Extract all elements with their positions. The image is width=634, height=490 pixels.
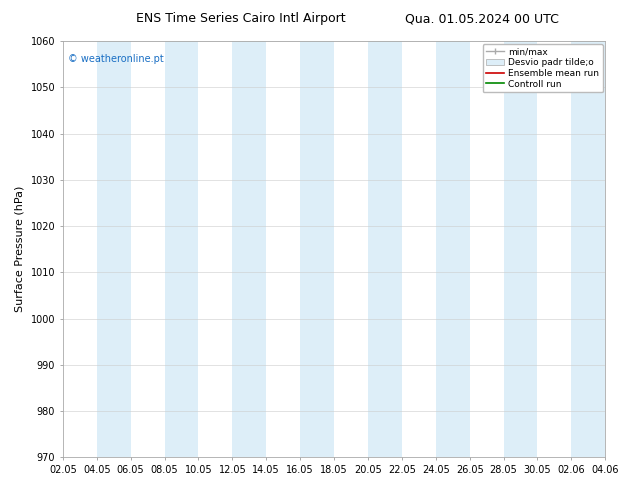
Bar — [232, 41, 266, 457]
Bar — [300, 41, 334, 457]
Text: © weatheronline.pt: © weatheronline.pt — [68, 53, 164, 64]
Text: ENS Time Series Cairo Intl Airport: ENS Time Series Cairo Intl Airport — [136, 12, 346, 25]
Bar — [368, 41, 402, 457]
Legend: min/max, Desvio padr tilde;o, Ensemble mean run, Controll run: min/max, Desvio padr tilde;o, Ensemble m… — [482, 44, 602, 93]
Text: Qua. 01.05.2024 00 UTC: Qua. 01.05.2024 00 UTC — [405, 12, 559, 25]
Bar — [165, 41, 198, 457]
Bar — [436, 41, 470, 457]
Bar — [503, 41, 538, 457]
Bar — [571, 41, 605, 457]
Bar — [97, 41, 131, 457]
Y-axis label: Surface Pressure (hPa): Surface Pressure (hPa) — [15, 186, 25, 313]
